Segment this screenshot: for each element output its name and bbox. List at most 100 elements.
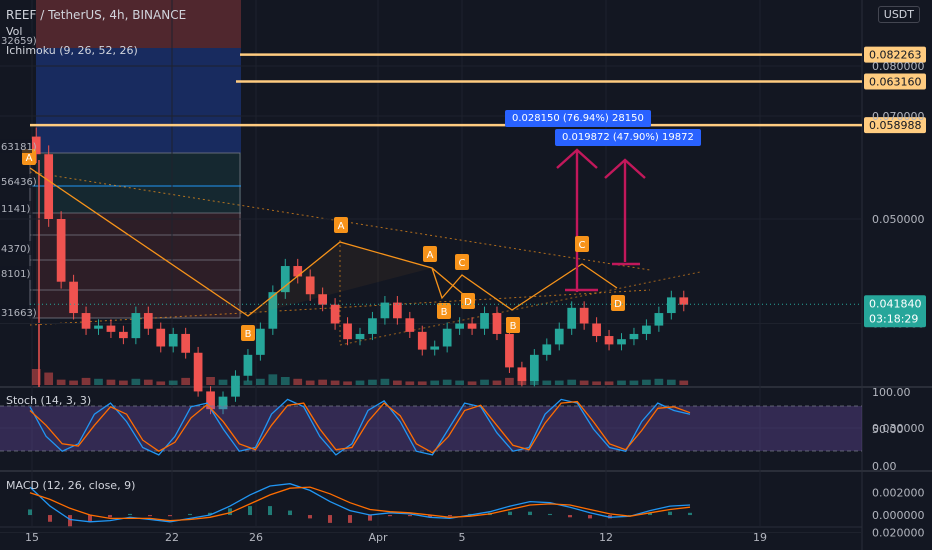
candle-body[interactable] [69,281,78,314]
candle-body[interactable] [231,375,240,397]
projection-arrows[interactable] [556,148,646,292]
candle-body[interactable] [143,313,153,329]
candlestick-series[interactable] [31,127,689,415]
left-edge-label-text: 56436) [1,177,37,188]
macd-histogram-bar [28,509,32,516]
candle-body[interactable] [467,323,477,329]
candle-body[interactable] [193,352,203,392]
stoch-legend[interactable]: Stoch (14, 3, 3) [6,394,92,407]
harmonic-label-c[interactable]: C [455,254,469,270]
volume-legend[interactable]: Vol [6,25,23,38]
candle-body[interactable] [417,331,427,350]
volume-bar [442,379,452,385]
candle-body[interactable] [654,313,664,326]
candle-body[interactable] [604,336,614,345]
position-target-zone [36,48,241,153]
candle-body[interactable] [579,307,589,324]
candle-body[interactable] [405,318,415,332]
candle-body[interactable] [256,328,265,355]
harmonic-label-a[interactable]: A [334,217,348,233]
candle-body[interactable] [492,313,502,334]
harmonic-pattern-lines[interactable] [29,167,618,317]
candle-body[interactable] [380,302,390,319]
harmonic-label-d[interactable]: D [461,293,475,309]
candle-body[interactable] [455,323,464,329]
candle-body[interactable] [218,396,228,410]
candle-body[interactable] [81,313,91,329]
candle-body[interactable] [330,304,340,324]
candle-body[interactable] [554,328,564,345]
candle-body[interactable] [343,323,352,340]
candle-body[interactable] [106,325,116,332]
candle-body[interactable] [293,266,303,277]
candle-body[interactable] [679,297,689,305]
macd-histogram-bar [308,515,312,519]
candle-body[interactable] [542,344,552,355]
candle-body[interactable] [430,346,440,350]
candle-body[interactable] [629,333,639,340]
candle-body[interactable] [592,323,601,337]
candle-body[interactable] [156,328,166,347]
last-price-badge[interactable] [864,295,926,328]
candle-body[interactable] [94,325,103,329]
candle-body[interactable] [442,328,452,347]
volume-bar [81,377,91,385]
macd-legend[interactable]: MACD (12, 26, close, 9) [6,479,136,492]
candle-body[interactable] [206,391,215,410]
candle-body[interactable] [168,333,178,347]
harmonic-labels[interactable]: ABABABCDBCD [22,149,625,341]
candle-body[interactable] [318,294,327,305]
candle-body[interactable] [44,154,54,219]
harmonic-label-b[interactable]: B [437,303,451,319]
volume-bar [554,380,564,385]
stoch-pane[interactable] [0,398,862,456]
harmonic-label-c[interactable]: C [575,236,589,252]
candle-body[interactable] [642,325,651,334]
candle-body[interactable] [517,367,527,381]
candle-body[interactable] [505,333,514,368]
candle-body[interactable] [567,307,577,329]
candle-body[interactable] [617,339,626,345]
macd-histogram-bar [368,515,372,521]
volume-bar [666,379,676,385]
harmonic-label-d[interactable]: D [611,295,625,311]
candle-body[interactable] [243,354,253,376]
measure-label-2[interactable]: 0.019872 (47.90%) 19872 [555,129,701,146]
harmonic-label-a[interactable]: A [423,246,437,262]
stoch-line-k[interactable] [29,398,691,456]
macd-line-signal[interactable] [29,486,691,522]
left-edge-label-bg [0,201,32,215]
candle-body[interactable] [666,297,676,314]
symbol-title[interactable]: REEF / TetherUS, 4h, BINANCE [6,8,187,22]
candle-body[interactable] [368,318,377,334]
candle-body[interactable] [355,333,365,340]
stoch-line-d[interactable] [29,400,691,454]
macd-histogram-bar [588,515,592,519]
candle-body[interactable] [305,276,315,295]
ichimoku-legend[interactable]: Ichimoku (9, 26, 52, 26) [6,44,138,57]
harmonic-label-b[interactable]: B [506,317,520,333]
candle-body[interactable] [280,266,290,293]
fib-zone-lower [36,213,241,318]
candle-body[interactable] [393,302,402,319]
macd-pane[interactable] [28,483,692,527]
left-edge-label: 31663) [0,305,37,319]
candle-body[interactable] [529,354,539,381]
candle-body[interactable] [480,313,489,329]
candle-body[interactable] [56,219,66,282]
candle-body[interactable] [181,333,191,353]
macd-histogram-bar [348,515,352,523]
candle-body[interactable] [268,292,278,329]
price-badges[interactable]: 0.041840 03:18:29 [30,295,926,328]
pattern-zigzag-2[interactable] [431,263,618,311]
candle-body[interactable] [131,313,141,339]
currency-button[interactable]: USDT [877,6,920,23]
candle-body[interactable] [119,331,128,339]
candle-body[interactable] [31,136,41,155]
harmonic-label-b[interactable]: B [241,325,255,341]
measure-label-1[interactable]: 0.028150 (76.94%) 28150 [505,110,651,127]
pattern-zigzag-1[interactable] [29,167,471,317]
resistance-levels[interactable]: 0.082263 0.063160 0.058988 [30,46,926,134]
harmonic-label-badge [437,303,451,319]
